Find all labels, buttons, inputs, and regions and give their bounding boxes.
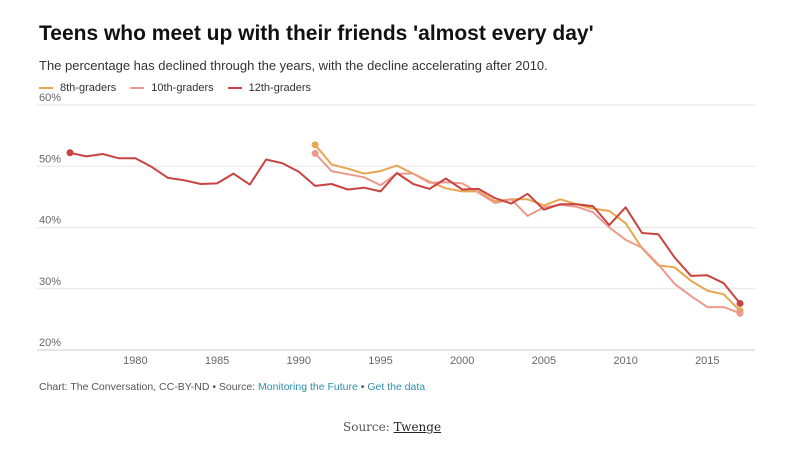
series-end-point-10th-graders xyxy=(736,309,744,317)
series-start-point-8th-graders xyxy=(311,141,319,149)
source-caption-label: Source: xyxy=(343,420,394,434)
chart-footer: Chart: The Conversation, CC-BY-ND • Sour… xyxy=(39,381,425,393)
x-tick-label-1985: 1985 xyxy=(205,355,229,367)
source-caption: Source: Twenge xyxy=(343,420,441,434)
y-tick-label-30: 30% xyxy=(39,276,61,288)
x-tick-label-2015: 2015 xyxy=(695,355,719,367)
legend-item-12th-graders: 12th-graders xyxy=(227,82,312,94)
legend-item-8th-graders: 8th-graders xyxy=(39,82,116,94)
x-tick-label-2000: 2000 xyxy=(450,355,474,367)
legend-label-8th-graders: 8th-graders xyxy=(60,82,117,94)
footer-separator: • xyxy=(357,381,368,393)
x-tick-label-1980: 1980 xyxy=(123,355,147,367)
chart-title: Teens who meet up with their friends 'al… xyxy=(39,22,594,45)
x-tick-label-1990: 1990 xyxy=(287,355,311,367)
series-line-10th-graders xyxy=(314,152,741,315)
y-tick-label-50: 50% xyxy=(39,153,61,165)
series-end-point-12th-graders xyxy=(736,299,744,307)
legend-swatch-10th-graders xyxy=(130,87,145,89)
x-tick-label-2005: 2005 xyxy=(532,355,556,367)
series-start-point-12th-graders xyxy=(66,149,74,157)
chart-legend: 8th-graders 10th-graders 12th-graders xyxy=(39,82,325,94)
x-tick-label-2010: 2010 xyxy=(613,355,637,367)
series-line-8th-graders xyxy=(314,143,741,312)
y-tick-label-40: 40% xyxy=(39,215,61,227)
series-line-12th-graders xyxy=(69,151,741,305)
source-link[interactable]: Monitoring the Future xyxy=(258,381,358,393)
x-tick-label-1995: 1995 xyxy=(368,355,392,367)
legend-item-10th-graders: 10th-graders xyxy=(130,82,214,94)
y-tick-label-60: 60% xyxy=(39,92,61,104)
legend-label-10th-graders: 10th-graders xyxy=(151,82,214,94)
legend-swatch-8th-graders xyxy=(39,87,53,89)
footer-credit: Chart: The Conversation, CC-BY-ND • Sour… xyxy=(39,381,259,393)
y-tick-label-20: 20% xyxy=(39,337,61,349)
chart-subtitle: The percentage has declined through the … xyxy=(39,58,548,73)
source-caption-link[interactable]: Twenge xyxy=(393,420,442,434)
line-chart: 20% 30% 40% 50% 60% 1980 1985 1990 1995 2000 2005 2… xyxy=(37,92,755,367)
legend-label-12th-graders: 12th-graders xyxy=(248,82,312,94)
series-start-point-10th-graders xyxy=(311,149,319,157)
legend-swatch-12th-graders xyxy=(227,87,242,89)
get-data-link[interactable]: Get the data xyxy=(367,381,426,393)
